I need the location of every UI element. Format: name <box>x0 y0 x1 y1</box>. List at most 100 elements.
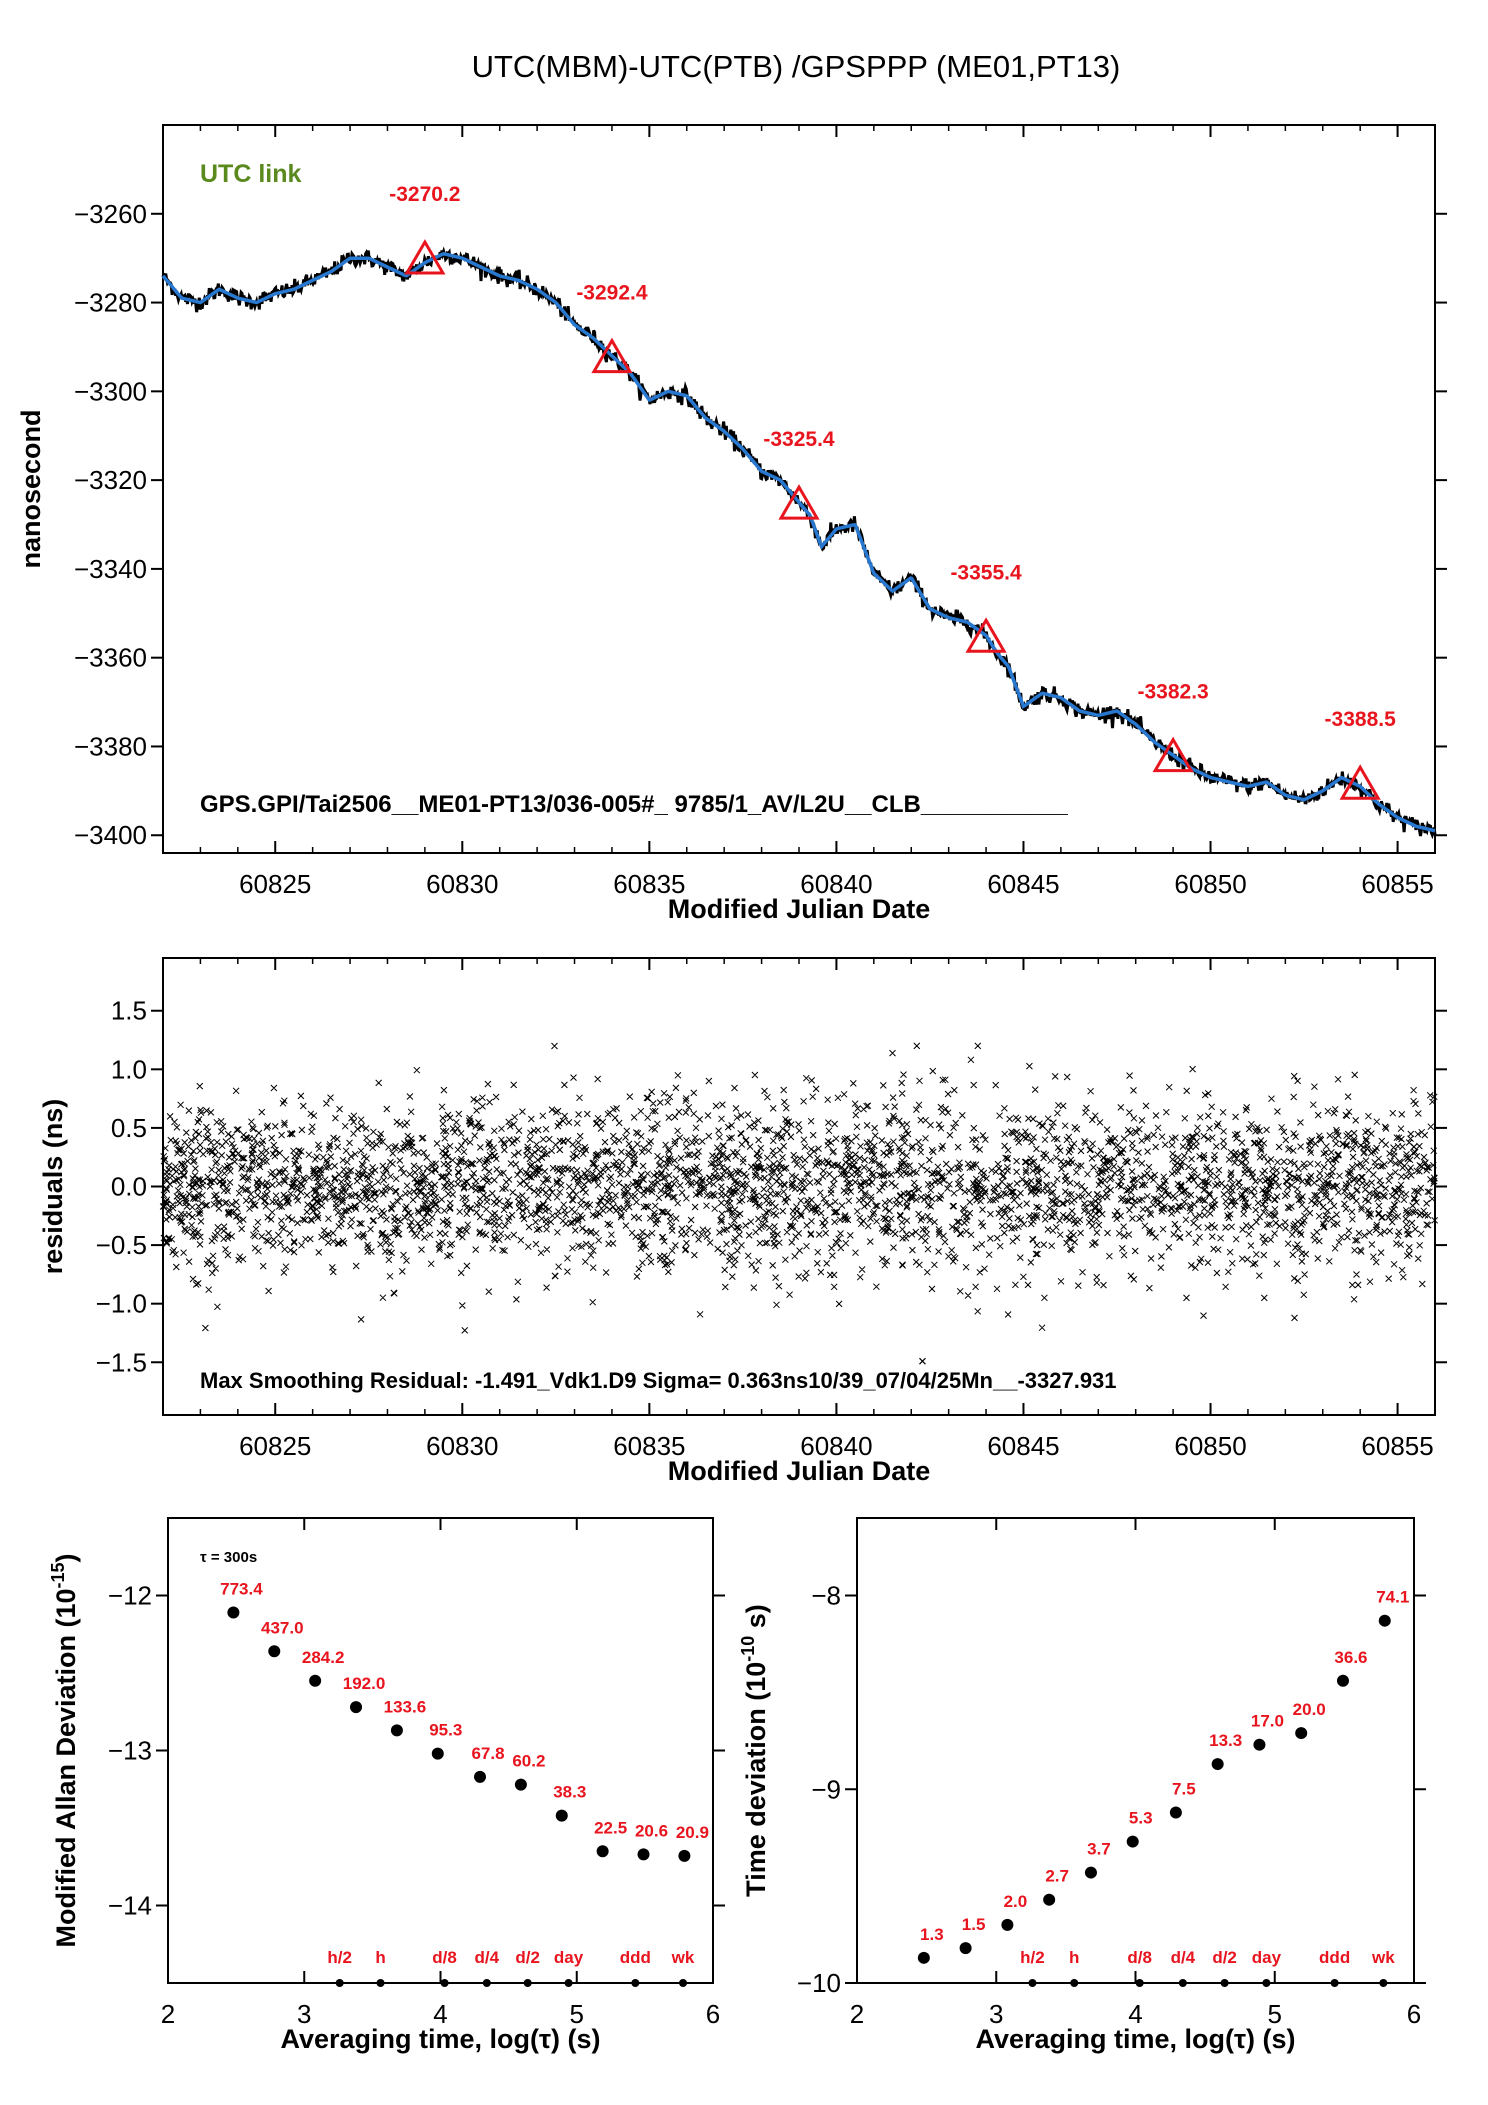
point-label: 5.3 <box>1129 1809 1153 1828</box>
data-point <box>514 1778 527 1791</box>
y-tick-label: 1.5 <box>111 996 147 1026</box>
marker-triangle <box>1152 736 1194 773</box>
time-marker-point <box>523 1979 532 1987</box>
x-tick-label: 3 <box>989 1999 1003 2029</box>
y-tick-label: −8 <box>811 1581 841 1611</box>
point-label: 20.6 <box>635 1821 668 1840</box>
marker-triangle <box>591 337 633 374</box>
time-marker-label: d/2 <box>515 1948 540 1967</box>
point-label: -3388.5 <box>1325 708 1397 731</box>
point-label: 133.6 <box>384 1697 427 1716</box>
x-tick-label: 5 <box>570 1999 584 2029</box>
time-marker-point <box>1220 1979 1229 1987</box>
x-tick-label: 60850 <box>1174 1431 1246 1461</box>
time-marker-point <box>376 1979 385 1987</box>
data-point <box>309 1674 322 1687</box>
data-point <box>1336 1674 1349 1687</box>
x-tick-label: 60835 <box>613 1431 685 1461</box>
y-tick-label: −0.5 <box>96 1230 147 1260</box>
y-tick-label: −14 <box>108 1891 152 1921</box>
raw-series-line <box>161 246 1437 840</box>
y-axis-label: residuals (ns) <box>38 1099 68 1275</box>
x-tick-label: 60830 <box>426 869 498 899</box>
time-marker-label: d/4 <box>1171 1948 1196 1967</box>
point-label: 3.7 <box>1087 1840 1111 1859</box>
point-label: 22.5 <box>594 1818 627 1837</box>
marker-triangle <box>404 239 446 275</box>
x-axis-label: Modified Julian Date <box>668 1456 931 1486</box>
x-tick-label: 60845 <box>987 869 1059 899</box>
data-point <box>1043 1893 1056 1906</box>
x-tick-label: 60855 <box>1361 1431 1433 1461</box>
y-tick-label: −3260 <box>74 199 147 229</box>
x-tick-label: 60825 <box>239 1431 311 1461</box>
x-tick-label: 5 <box>1268 1999 1282 2029</box>
series-annotation: GPS.GPI/Tai2506__ME01-PT13/036-005#_ 978… <box>200 791 1068 818</box>
time-marker-point <box>679 1979 688 1987</box>
marker-triangle <box>1339 764 1381 800</box>
time-marker-label: d/4 <box>475 1948 500 1967</box>
x-axis-label: Modified Julian Date <box>668 894 931 924</box>
data-point <box>431 1747 444 1760</box>
y-tick-label: −3320 <box>74 465 147 495</box>
tau-note: τ = 300s <box>200 1549 257 1566</box>
data-point <box>959 1942 972 1955</box>
x-axis-label: Averaging time, log(τ) (s) <box>975 2024 1295 2054</box>
x-tick-label: 60855 <box>1361 869 1433 899</box>
time-marker-point <box>1262 1979 1271 1987</box>
panel-time-link: 60825 60830 60835 60840 60845 60850 60855 −3260… <box>16 124 1447 924</box>
x-tick-label: 60830 <box>426 1431 498 1461</box>
point-label: -3292.4 <box>576 282 648 305</box>
time-marker-label: ddd <box>1319 1948 1350 1967</box>
time-marker-point <box>440 1979 449 1987</box>
residual-points <box>159 1042 1439 1334</box>
point-label: -3325.4 <box>763 428 835 451</box>
marker-triangle <box>965 617 1007 653</box>
time-marker-point <box>1028 1979 1037 1987</box>
data-point <box>350 1701 363 1714</box>
y-tick-label: 0.5 <box>111 1113 147 1143</box>
y-axis-label: Time deviation (10-10 s) <box>738 1604 771 1897</box>
point-label: 20.9 <box>676 1823 709 1842</box>
y-tick-label: −3380 <box>74 731 147 761</box>
data-point <box>474 1770 487 1783</box>
data-point <box>555 1809 568 1822</box>
y-tick-label: −3280 <box>74 288 147 318</box>
data-point <box>390 1724 403 1737</box>
y-tick-label: −9 <box>811 1774 841 1804</box>
point-label: -3382.3 <box>1138 681 1209 704</box>
time-marker-label: h <box>1069 1948 1079 1967</box>
x-tick-label: 4 <box>433 1999 447 2029</box>
x-tick-label: 60845 <box>987 1431 1059 1461</box>
y-tick-label: −3340 <box>74 554 147 584</box>
data-point <box>917 1951 930 1964</box>
time-marker-point <box>1330 1979 1339 1987</box>
point-label: -3355.4 <box>950 561 1022 584</box>
y-tick-label: −13 <box>108 1736 152 1766</box>
time-marker-label: wk <box>671 1948 695 1967</box>
point-label: 74.1 <box>1376 1588 1409 1607</box>
x-tick-label: 60850 <box>1174 869 1246 899</box>
data-point <box>1084 1866 1097 1879</box>
y-tick-label: −10 <box>797 1968 841 1998</box>
time-marker-point <box>564 1979 573 1987</box>
data-point <box>1001 1918 1014 1931</box>
panel-residuals: 60825 60830 60835 60840 60845 60850 60855 1.5 1.… <box>38 957 1447 1486</box>
x-tick-label: 2 <box>161 1999 175 2029</box>
x-tick-label: 3 <box>297 1999 311 2029</box>
time-marker-point <box>1135 1979 1144 1987</box>
time-marker-label: day <box>554 1948 584 1967</box>
point-label: -3270.2 <box>389 183 460 206</box>
time-marker-label: h <box>375 1948 385 1967</box>
time-marker-label: d/8 <box>1127 1948 1152 1967</box>
y-tick-label: −3300 <box>74 376 147 406</box>
residual-annotation: Max Smoothing Residual: -1.491_Vdk1.D9 S… <box>200 1368 1117 1393</box>
point-label: 67.8 <box>471 1744 504 1763</box>
time-marker-label: day <box>1252 1948 1282 1967</box>
point-label: 36.6 <box>1334 1648 1367 1667</box>
panel-tdev: 2 3 4 5 6 −8 −9 −10 Averaging time, log(τ) (s) Ti… <box>738 1517 1426 2054</box>
data-point <box>1211 1758 1224 1771</box>
point-label: 192.0 <box>343 1674 386 1693</box>
y-tick-label: −3360 <box>74 643 147 673</box>
